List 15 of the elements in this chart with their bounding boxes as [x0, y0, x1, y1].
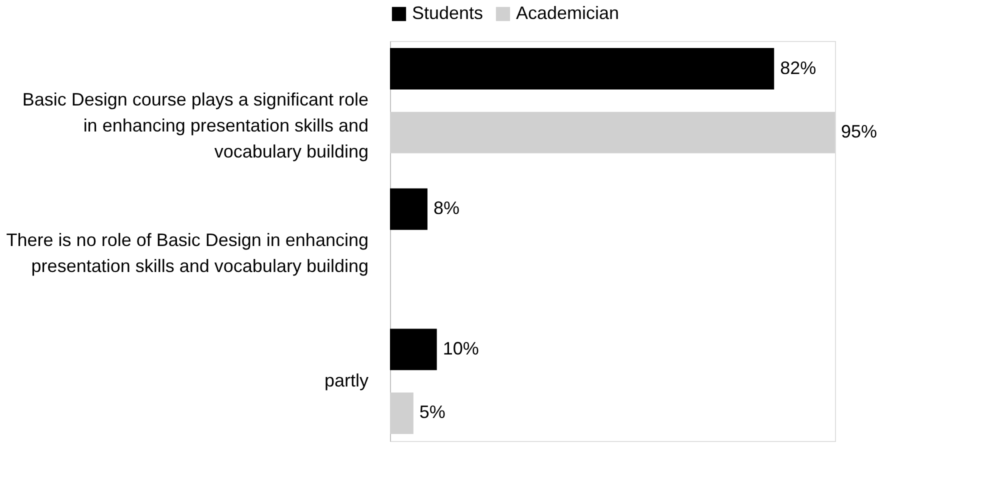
bar	[390, 48, 774, 90]
y-tick-label: Basic Design course plays a significant role in enhancing presentation skills and vocabulary building	[22, 90, 368, 162]
data-label: 5%	[419, 402, 446, 422]
data-label: 10%	[442, 338, 479, 358]
bar	[390, 112, 835, 154]
y-tick-label: partly	[324, 370, 368, 390]
bar	[390, 328, 437, 370]
y-tick-label: There is no role of Basic Design in enhancing presentation skills and vocabulary building	[6, 230, 368, 276]
bar	[390, 188, 428, 230]
data-label: 82%	[780, 58, 816, 78]
data-label: 8%	[433, 198, 460, 218]
bar	[390, 392, 414, 434]
legend-label: Academician	[516, 3, 620, 23]
legend-label: Students	[412, 3, 484, 23]
data-label: 95%	[841, 122, 878, 142]
